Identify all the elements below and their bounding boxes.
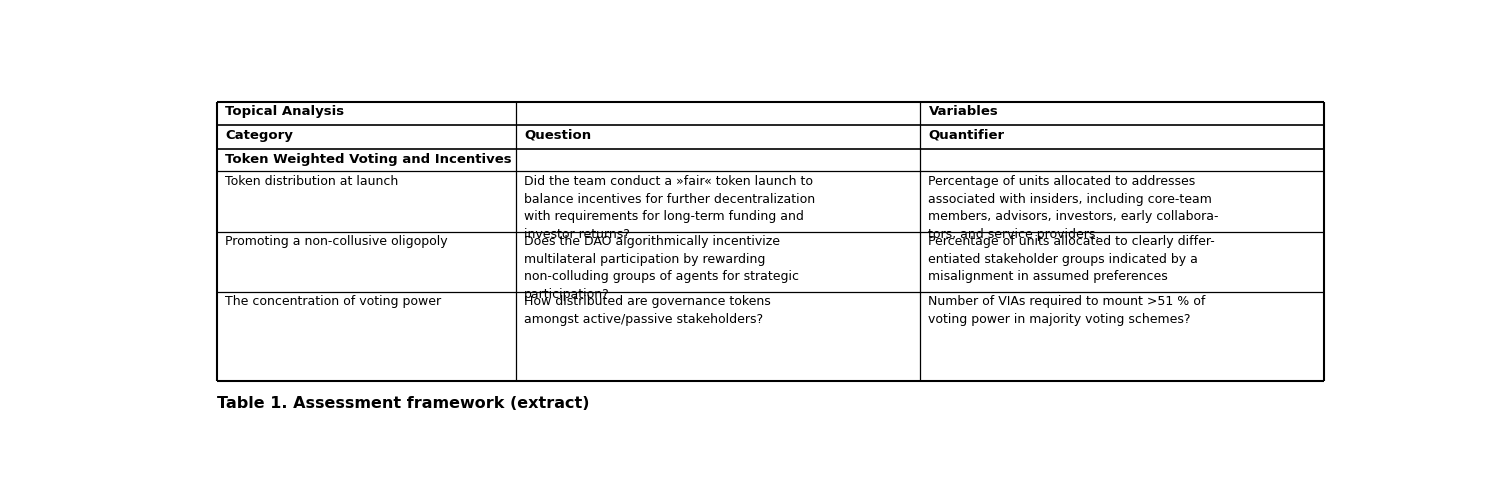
Text: Did the team conduct a »fair« token launch to
balance incentives for further dec: Did the team conduct a »fair« token laun… xyxy=(525,175,815,240)
Text: Does the DAO algorithmically incentivize
multilateral participation by rewarding: Does the DAO algorithmically incentivize… xyxy=(525,235,799,301)
Text: Quantifier: Quantifier xyxy=(928,129,1005,142)
Text: Token distribution at launch: Token distribution at launch xyxy=(226,175,399,188)
Text: Promoting a non-collusive oligopoly: Promoting a non-collusive oligopoly xyxy=(226,235,448,248)
Text: Topical Analysis: Topical Analysis xyxy=(226,105,344,118)
Text: Table 1. Assessment framework (extract): Table 1. Assessment framework (extract) xyxy=(217,396,590,411)
Text: Token Weighted Voting and Incentives: Token Weighted Voting and Incentives xyxy=(226,153,511,166)
Text: How distributed are governance tokens
amongst active/passive stakeholders?: How distributed are governance tokens am… xyxy=(525,295,772,326)
Text: Number of VIAs required to mount >51 % of
voting power in majority voting scheme: Number of VIAs required to mount >51 % o… xyxy=(928,295,1206,326)
Text: The concentration of voting power: The concentration of voting power xyxy=(226,295,442,308)
Text: Percentage of units allocated to addresses
associated with insiders, including c: Percentage of units allocated to address… xyxy=(928,175,1218,240)
Text: Category: Category xyxy=(226,129,293,142)
Text: Variables: Variables xyxy=(928,105,999,118)
Text: Question: Question xyxy=(525,129,591,142)
Text: Percentage of units allocated to clearly differ-
entiated stakeholder groups ind: Percentage of units allocated to clearly… xyxy=(928,235,1215,283)
